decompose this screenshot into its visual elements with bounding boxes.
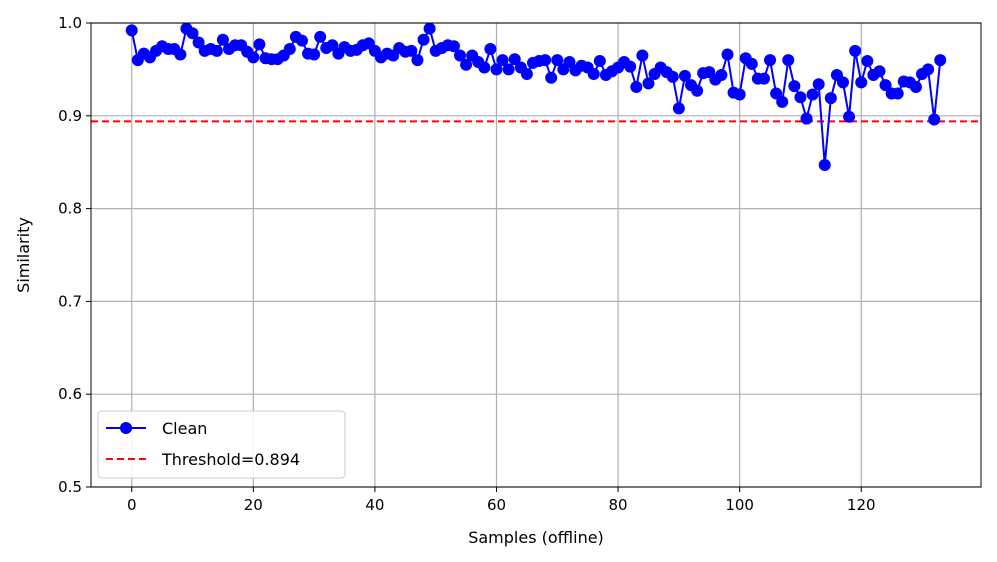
x-axis-label: Samples (offline) [468,528,604,547]
data-point [891,87,904,100]
data-point [873,65,886,78]
data-point [417,33,430,46]
y-axis-label: Similarity [14,217,33,293]
data-point [253,38,266,51]
data-point [216,33,229,46]
data-point [496,54,509,67]
data-point [186,27,199,40]
data-point [691,84,704,97]
data-point [295,34,308,47]
data-point [861,55,874,68]
data-point [502,63,515,76]
data-point [824,92,837,105]
data-point [283,42,296,55]
data-point [314,30,327,43]
y-tick-label: 0.5 [58,478,82,496]
legend: Clean Threshold=0.894 [97,410,346,479]
data-point [210,44,223,57]
data-point [326,39,339,52]
data-point [715,68,728,81]
data-point [551,54,564,67]
data-point [454,49,467,62]
data-point [508,53,521,66]
data-point [539,54,552,67]
data-point [745,57,758,70]
y-tick-label: 0.8 [58,200,82,218]
data-point [490,63,503,76]
y-tick-label: 0.9 [58,107,82,125]
data-point [405,44,418,57]
data-point [757,72,770,85]
data-point [922,63,935,76]
y-tick-label: 1.0 [58,14,82,32]
x-tick-label: 80 [609,496,628,514]
data-point [879,79,892,92]
legend-label-threshold: Threshold=0.894 [161,450,300,469]
data-point [678,69,691,82]
x-tick-label: 120 [847,496,876,514]
x-axis-ticks: 0 20 40 60 80 100 120 [127,487,876,514]
data-point [192,36,205,49]
data-point [843,110,856,123]
data-point [800,112,813,125]
data-point [764,54,777,67]
data-point [545,71,558,84]
x-tick-label: 20 [244,496,263,514]
data-point [782,54,795,67]
data-point [125,24,138,37]
data-point [849,44,862,57]
x-tick-label: 40 [365,496,384,514]
data-point [247,51,260,64]
data-point [593,55,606,68]
data-point [423,22,436,35]
data-point [928,113,941,126]
data-point [855,76,868,89]
data-point [909,81,922,94]
data-point [642,77,655,90]
data-point [563,55,576,68]
x-tick-label: 60 [487,496,506,514]
series-layer [125,22,947,171]
x-tick-label: 0 [127,496,137,514]
data-point [460,58,473,71]
data-point [308,48,321,61]
data-point [666,70,679,83]
data-point [812,78,825,91]
data-point [733,88,746,101]
y-axis-ticks: 0.5 0.6 0.7 0.8 0.9 1.0 [58,14,91,496]
legend-box [97,410,346,479]
data-point [776,95,789,108]
data-point [837,76,849,89]
data-point [447,40,460,53]
data-point [806,88,819,101]
data-point [770,87,783,100]
data-point [411,54,424,67]
data-point [818,158,831,171]
data-point [624,60,637,73]
data-point [934,54,947,67]
data-point [484,42,497,55]
data-point [478,61,491,74]
data-point [520,68,533,81]
y-tick-label: 0.7 [58,292,82,310]
legend-label-clean: Clean [162,419,207,438]
y-tick-label: 0.6 [58,385,82,403]
legend-swatch-clean-marker [120,422,132,434]
data-point [794,91,807,104]
data-point [587,68,600,81]
data-point [788,80,801,93]
data-point [630,81,643,94]
data-point [636,49,649,62]
data-point [721,48,734,61]
data-point [672,102,685,115]
x-tick-label: 100 [725,496,754,514]
data-point [174,48,187,61]
plot-area-frame [90,22,982,488]
